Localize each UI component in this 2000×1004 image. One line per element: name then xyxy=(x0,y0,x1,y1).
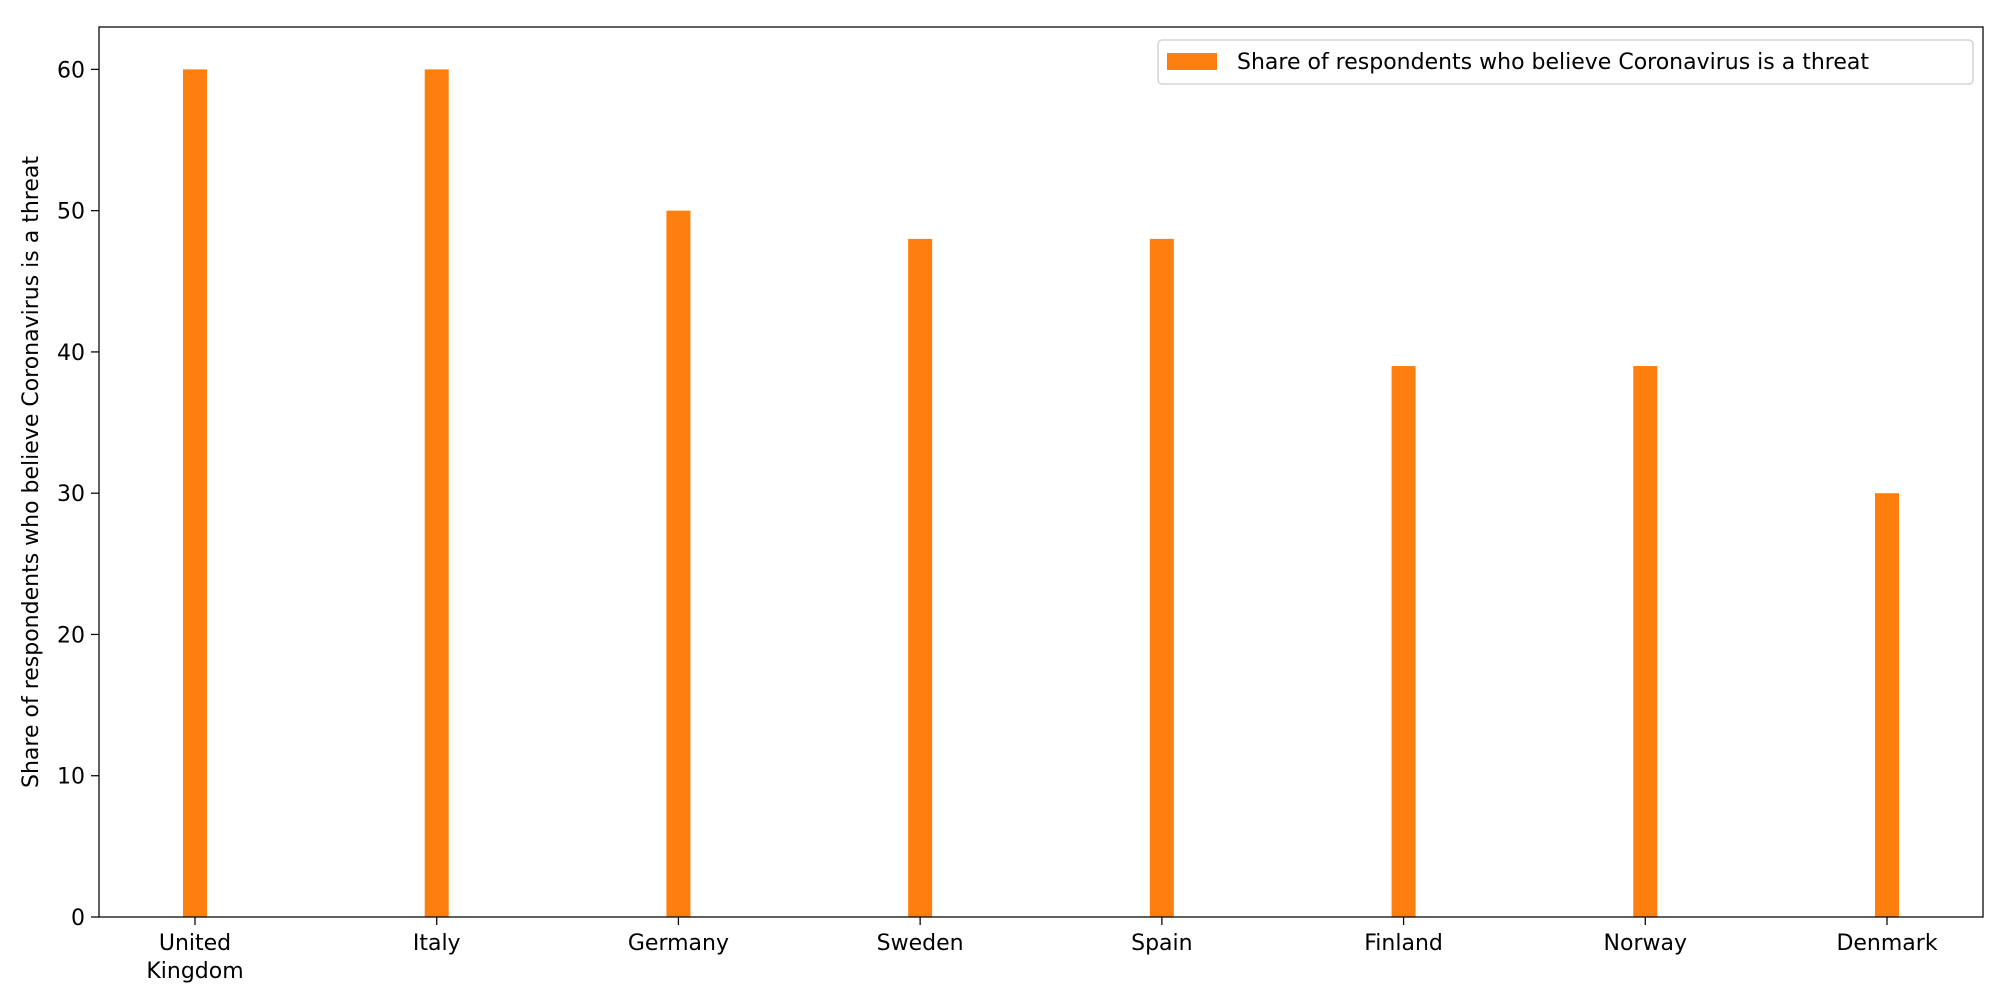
legend: Share of respondents who believe Coronav… xyxy=(1157,39,1974,85)
y-tick-label: 10 xyxy=(57,765,85,790)
plot-frame xyxy=(98,26,1984,918)
bar-6 xyxy=(1633,366,1658,917)
bars-layer xyxy=(183,69,1899,917)
bar-4 xyxy=(1149,238,1174,917)
y-tick-label: 40 xyxy=(57,341,85,366)
x-tick-label: Italy xyxy=(413,931,461,956)
y-tick-label: 30 xyxy=(57,482,85,507)
y-tick-label: 0 xyxy=(71,906,85,931)
y-tick-label: 20 xyxy=(57,623,85,648)
bar-3 xyxy=(908,238,933,917)
x-tick-label: Finland xyxy=(1364,931,1443,956)
x-tick-label: Norway xyxy=(1604,931,1687,956)
legend-label: Share of respondents who believe Coronav… xyxy=(1237,50,1869,75)
y-axis-label: Share of respondents who believe Coronav… xyxy=(19,156,44,788)
x-tick-label: Denmark xyxy=(1836,931,1937,956)
axes-layer: 0 10 20 30 40 50 60 United Kingdom Italy Germany Sw… xyxy=(19,26,1984,984)
bar-7 xyxy=(1875,493,1899,917)
x-tick-label: Spain xyxy=(1131,931,1192,956)
bar-5 xyxy=(1391,366,1416,917)
x-tick-label: United Kingdom xyxy=(146,931,243,984)
bar-0 xyxy=(183,69,207,917)
bar-1 xyxy=(424,69,449,917)
legend-swatch xyxy=(1167,53,1217,70)
y-tick-label: 50 xyxy=(57,200,85,225)
x-tick-label: Sweden xyxy=(877,931,964,956)
bar-2 xyxy=(666,210,691,917)
legend-box xyxy=(1157,39,1974,85)
y-tick-label: 60 xyxy=(57,58,85,83)
x-tick-label: Germany xyxy=(628,931,729,956)
